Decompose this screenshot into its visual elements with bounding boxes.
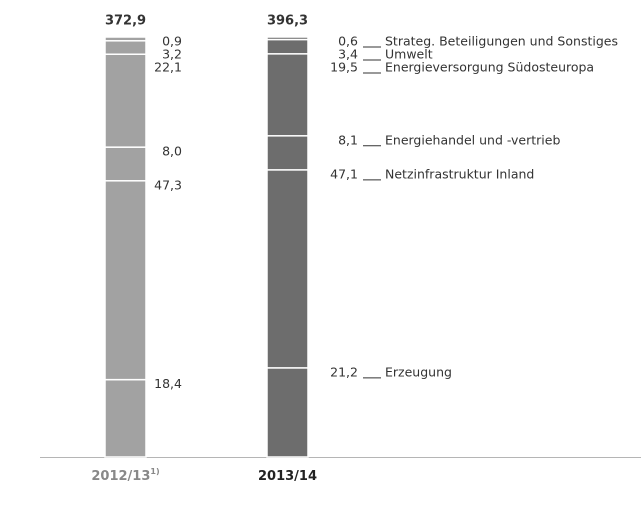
bar-segment: [266, 169, 309, 369]
value-label: 21,2: [330, 364, 358, 379]
legend-label: Energieversorgung Südosteuropa: [385, 60, 594, 75]
bar-segment: [266, 38, 309, 55]
value-label: 3,4: [338, 47, 358, 62]
value-label: 0,9: [162, 34, 182, 49]
value-label: 22,1: [154, 60, 182, 75]
bar-segment: [104, 146, 147, 182]
bar-segment: [266, 53, 309, 137]
bar-segment: [104, 40, 147, 55]
value-label: 3,2: [162, 47, 182, 62]
value-label: 47,3: [154, 177, 182, 192]
legend-label: Netzinfrastruktur Inland: [385, 166, 534, 181]
category-label: 2012/131): [91, 467, 159, 484]
total-label: 396,3: [267, 14, 308, 29]
total-label: 372,9: [105, 14, 146, 29]
legend-label: Energiehandel und -vertrieb: [385, 132, 560, 147]
bar-segment: [104, 36, 147, 42]
value-label: 8,1: [338, 132, 358, 147]
legend-label: Umwelt: [385, 47, 433, 62]
bar-segment: [104, 180, 147, 381]
category-name: 2013/14: [258, 469, 317, 484]
legend-label: Erzeugung: [385, 364, 452, 379]
bar-segment: [104, 53, 147, 148]
value-label: 47,1: [330, 166, 358, 181]
value-label: 0,6: [338, 34, 358, 49]
value-label: 8,0: [162, 144, 182, 159]
bar-segment: [266, 36, 309, 41]
footnote-mark: 1): [150, 467, 159, 476]
bar-segment: [266, 367, 309, 458]
category-label: 2013/14: [258, 469, 317, 484]
bar-segment: [104, 378, 147, 458]
value-label: 18,4: [154, 376, 182, 391]
legend-label: Strateg. Beteiligungen und Sonstiges: [385, 34, 618, 49]
bar-segment: [266, 135, 309, 171]
value-label: 19,5: [330, 60, 358, 75]
category-name: 2012/13: [91, 469, 150, 484]
